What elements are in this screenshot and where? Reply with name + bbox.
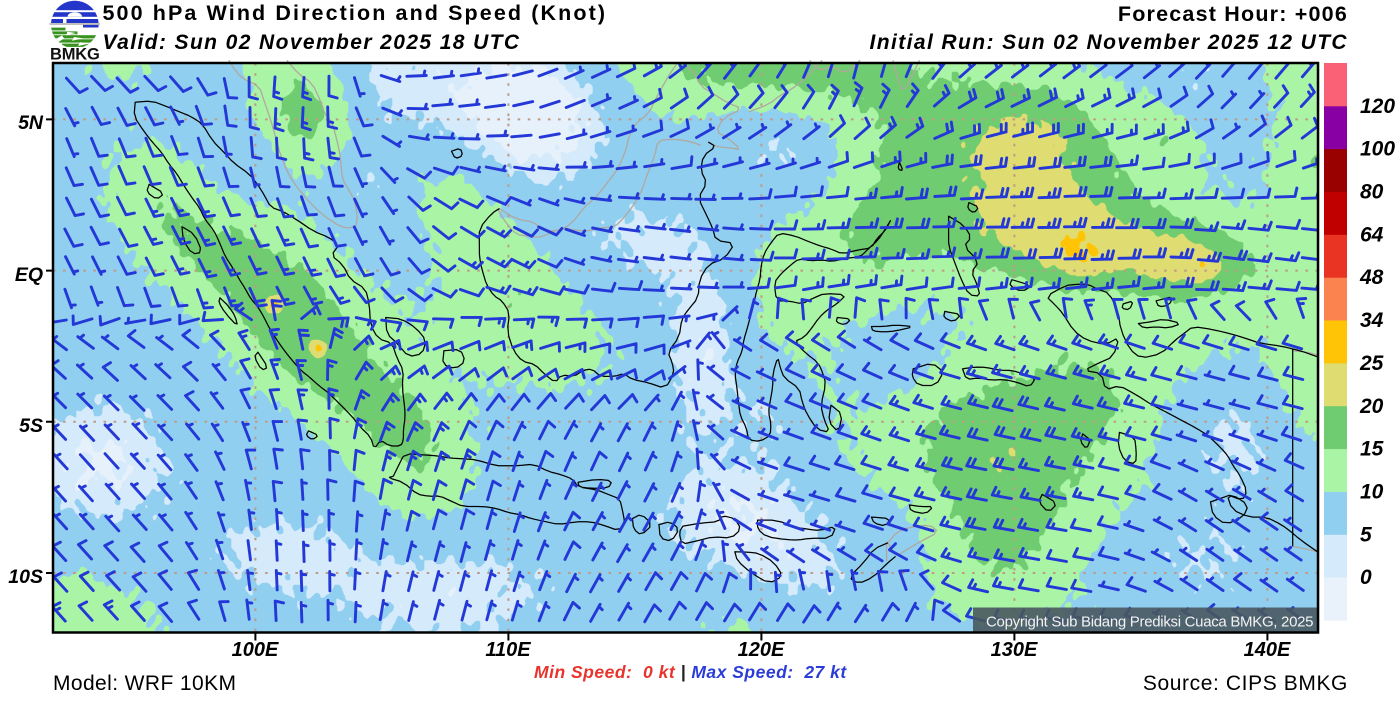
svg-text:34: 34 (1360, 309, 1384, 332)
svg-text:Copyright Sub Bidang Prediksi: Copyright Sub Bidang Prediksi Cuaca BMKG… (986, 614, 1313, 631)
svg-text:BMKG: BMKG (50, 46, 100, 64)
svg-text:20: 20 (1359, 395, 1384, 418)
svg-text:80: 80 (1360, 181, 1384, 204)
svg-text:5: 5 (1360, 523, 1372, 546)
svg-text:120: 120 (1360, 95, 1395, 118)
svg-text:10: 10 (1360, 481, 1384, 504)
svg-text:0: 0 (1360, 566, 1372, 589)
svg-text:100: 100 (1360, 138, 1395, 161)
svg-text:5N: 5N (18, 112, 44, 134)
svg-text:64: 64 (1360, 223, 1384, 246)
svg-text:120E: 120E (738, 639, 785, 661)
svg-text:48: 48 (1359, 266, 1384, 289)
svg-text:100E: 100E (232, 639, 279, 661)
svg-text:EQ: EQ (15, 264, 43, 286)
svg-text:5S: 5S (19, 415, 43, 437)
svg-text:10S: 10S (8, 566, 43, 588)
svg-text:110E: 110E (485, 639, 531, 661)
svg-text:130E: 130E (991, 639, 1038, 661)
svg-text:140E: 140E (1244, 639, 1291, 661)
svg-text:25: 25 (1359, 352, 1384, 375)
svg-text:15: 15 (1360, 438, 1384, 461)
